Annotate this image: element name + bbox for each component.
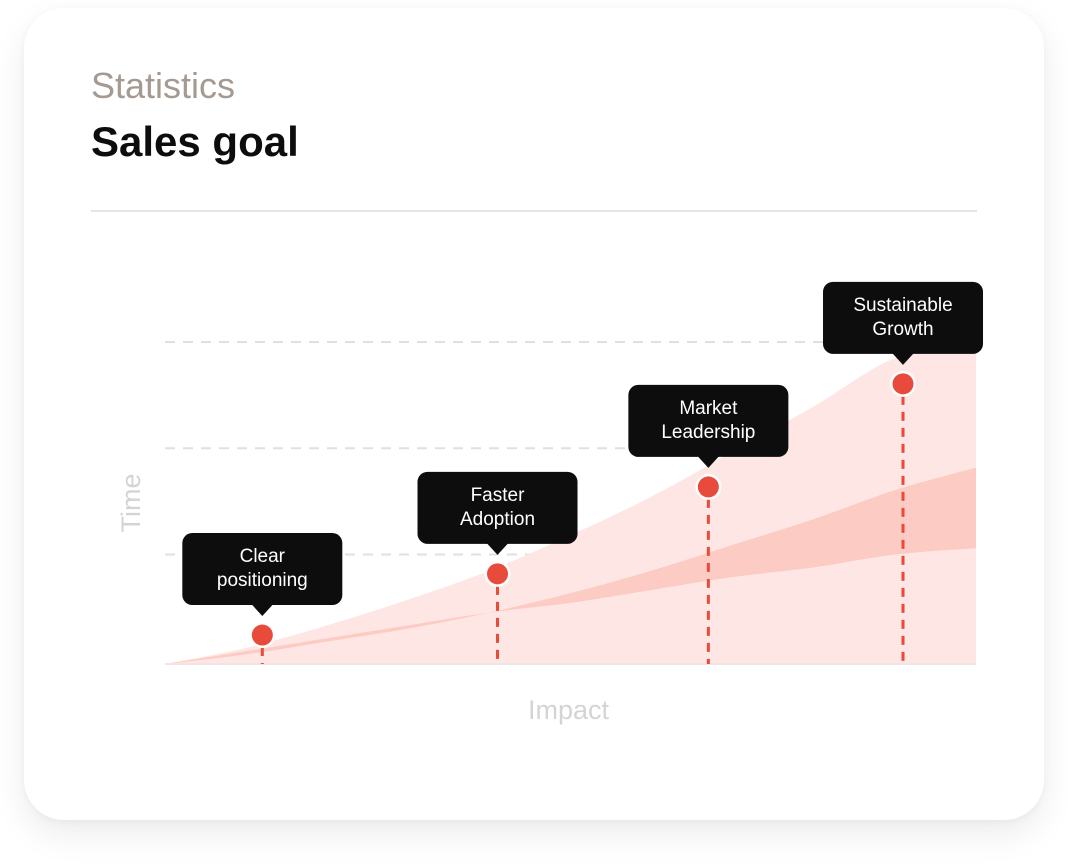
- x-axis-label: Impact: [528, 695, 610, 725]
- milestone-label-3-line-2: Leadership: [661, 422, 755, 443]
- milestone-label-4-line-1: Sustainable: [853, 295, 952, 316]
- milestone-point-2: [487, 563, 509, 585]
- milestone-label-3-line-1: Market: [679, 398, 738, 419]
- card-title: Sales goal: [91, 118, 299, 165]
- milestone-tooltip-pointer-3: [697, 455, 720, 468]
- milestone-label-2-line-1: Faster: [471, 485, 526, 506]
- area-middle-band: [165, 467, 976, 664]
- milestone-label-4-line-2: Growth: [872, 319, 933, 340]
- milestone-tooltip-pointer-1: [251, 604, 274, 617]
- milestone-point-3: [697, 476, 719, 498]
- header-divider: [91, 210, 977, 212]
- milestone-label-2-line-2: Adoption: [460, 509, 535, 530]
- milestone-tooltip-4: [823, 281, 984, 354]
- milestone-tooltip-1: [182, 533, 343, 606]
- area-outer: [165, 342, 976, 664]
- milestone-label-1-line-1: Clear: [240, 546, 286, 567]
- y-axis-label: Time: [116, 474, 146, 533]
- milestone-point-1: [251, 624, 273, 646]
- milestone-tooltip-2: [417, 471, 578, 544]
- milestone-label-1-line-2: positioning: [217, 570, 308, 591]
- milestone-tooltip-pointer-4: [892, 352, 915, 365]
- milestone-tooltip-3: [628, 384, 789, 457]
- card-eyebrow: Statistics: [91, 65, 236, 106]
- milestone-tooltip-pointer-2: [486, 542, 509, 555]
- milestone-point-4: [892, 373, 914, 395]
